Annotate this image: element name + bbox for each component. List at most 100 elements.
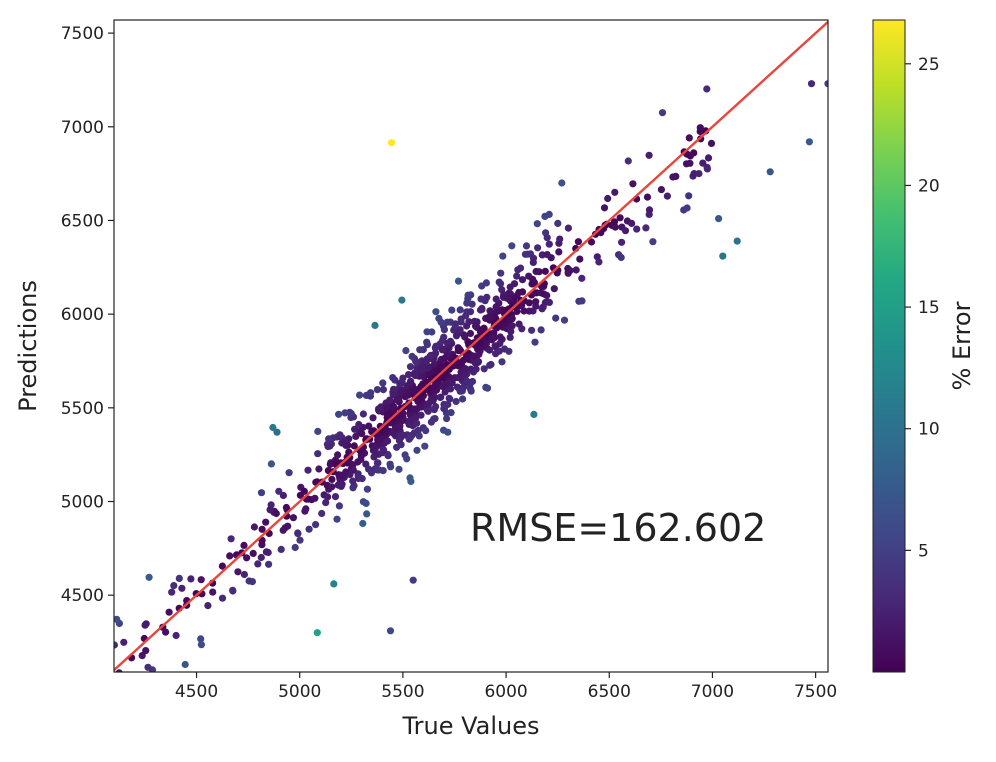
colorbar-tick-label: 20 — [918, 176, 940, 196]
scatter-point — [610, 218, 619, 226]
scatter-point — [532, 298, 540, 306]
scatter-point — [467, 365, 475, 373]
scatter-point — [490, 334, 498, 342]
scatter-point — [508, 242, 516, 250]
scatter-point — [396, 422, 404, 430]
scatter-point — [824, 80, 828, 88]
scatter-point — [438, 382, 446, 390]
scatter-point — [331, 493, 340, 501]
scatter-point — [394, 395, 402, 403]
scatter-point — [618, 238, 626, 246]
scatter-point — [393, 443, 401, 451]
scatter-point — [245, 577, 253, 585]
scatter-point — [402, 347, 410, 355]
scatter-point — [604, 194, 612, 203]
scatter-point — [447, 409, 455, 417]
scatter-point — [359, 519, 367, 528]
scatter-point — [398, 431, 406, 439]
scatter-point — [340, 439, 348, 447]
scatter-point — [719, 252, 727, 260]
scatter-point — [374, 459, 382, 467]
scatter-point — [491, 342, 499, 350]
scatter-point — [578, 274, 586, 282]
scatter-point — [267, 460, 275, 468]
scatter-point — [476, 328, 484, 336]
scatter-point — [476, 339, 484, 347]
scatter-point — [440, 326, 448, 334]
scatter-point — [411, 371, 419, 380]
scatter-point — [703, 85, 711, 93]
scatter-point — [386, 396, 394, 404]
scatter-point — [411, 405, 419, 413]
scatter-point — [403, 455, 411, 463]
scatter-point — [304, 466, 312, 474]
scatter-point — [269, 423, 277, 432]
scatter-point — [330, 580, 338, 588]
scatter-point — [529, 258, 537, 266]
scatter-point — [369, 414, 377, 422]
scatter-point — [482, 340, 490, 348]
scatter-point — [118, 695, 125, 702]
scatter-point — [461, 365, 469, 373]
colorbar-ticks: 5 10 15 20 25 — [905, 55, 940, 561]
scatter-point — [497, 269, 505, 277]
scatter-point — [141, 621, 149, 629]
scatter-point — [587, 238, 596, 246]
scatter-point — [229, 587, 237, 595]
scatter-point — [388, 139, 396, 147]
scatter-point — [365, 422, 373, 430]
scatter-point — [142, 647, 150, 655]
scatter-point — [475, 350, 483, 358]
colorbar — [872, 19, 906, 673]
scatter-point — [328, 483, 336, 491]
scatter-point — [467, 387, 475, 395]
scatter-point — [314, 450, 322, 458]
scatter-point — [240, 570, 248, 579]
scatter-point — [454, 374, 462, 382]
scatter-point — [466, 308, 475, 316]
scatter-point — [243, 554, 251, 562]
scatter-point — [554, 219, 562, 227]
y-tick-label: 5500 — [61, 399, 104, 419]
scatter-point — [629, 180, 637, 188]
scatter-point — [508, 315, 516, 323]
scatter-point — [805, 138, 814, 146]
colorbar-tick-label: 5 — [918, 541, 929, 561]
scatter-point — [683, 204, 691, 212]
x-axis-label: True Values — [401, 712, 539, 740]
scatter-point — [313, 629, 321, 637]
scatter-point — [296, 536, 304, 544]
scatter-point — [621, 227, 630, 235]
scatter-point — [234, 568, 242, 576]
scatter-point — [617, 253, 625, 262]
scatter-point — [437, 318, 445, 326]
scatter-point — [530, 410, 538, 418]
scatter-point — [422, 427, 430, 435]
scatter-point — [408, 352, 416, 360]
scatter-point — [478, 282, 486, 290]
scatter-point — [531, 338, 539, 346]
scatter-point — [272, 509, 280, 518]
scatter-points — [114, 80, 828, 702]
scatter-point — [423, 341, 431, 349]
scatter-point — [486, 361, 494, 369]
scatter-point — [366, 392, 374, 400]
scatter-point — [492, 350, 500, 358]
scatter-point — [552, 314, 560, 322]
scatter-point — [187, 575, 195, 583]
scatter-point — [440, 404, 448, 412]
scatter-point — [446, 395, 454, 403]
scatter-point — [456, 326, 464, 334]
scatter-point — [305, 525, 313, 533]
scatter-point — [145, 573, 153, 581]
scatter-point — [262, 518, 270, 526]
scatter-point — [415, 432, 423, 440]
scatter-point — [333, 515, 341, 523]
scatter-point — [441, 388, 449, 396]
scatter-point — [350, 442, 358, 450]
scatter-point — [386, 627, 395, 635]
scatter-point — [462, 312, 470, 320]
scatter-point — [545, 210, 553, 218]
scatter-point — [645, 206, 654, 214]
